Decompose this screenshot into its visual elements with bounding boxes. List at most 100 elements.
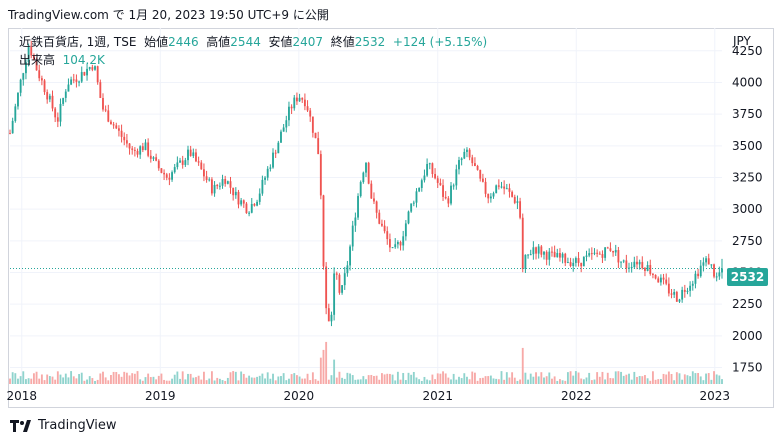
- candle-body: [187, 149, 189, 161]
- volume-bar: [718, 375, 721, 384]
- y-tick-label: 4000: [732, 75, 763, 89]
- volume-bar: [665, 374, 668, 384]
- volume-bar: [27, 378, 30, 384]
- candle-body: [532, 247, 535, 255]
- candle-body: [590, 253, 593, 255]
- x-tick-label: 2023: [700, 389, 731, 403]
- volume-bar: [139, 379, 142, 384]
- candle-body: [327, 308, 330, 322]
- volume-bar: [48, 376, 51, 384]
- candle-body: [678, 299, 681, 302]
- volume-bar: [99, 373, 102, 384]
- volume-bar: [56, 371, 59, 384]
- candle-body: [179, 160, 181, 163]
- volume-bar: [184, 379, 187, 384]
- candle-body: [56, 117, 59, 122]
- candle-body: [625, 260, 628, 269]
- candle-body: [508, 188, 511, 192]
- candle-body: [404, 223, 407, 237]
- candle-body: [399, 242, 402, 246]
- volume-bar: [556, 380, 559, 384]
- candle-body: [556, 253, 559, 258]
- volume-bar: [383, 374, 386, 384]
- volume-bar: [306, 373, 309, 384]
- candle-body: [70, 79, 73, 85]
- volume-bar: [447, 377, 450, 384]
- candle-body: [713, 264, 715, 277]
- volume-bar: [381, 373, 383, 384]
- volume-bar: [256, 376, 259, 384]
- candle-body: [346, 265, 349, 274]
- volume-bar: [582, 379, 585, 384]
- x-tick-label: 2019: [145, 389, 176, 403]
- candle-body: [582, 256, 585, 267]
- candle-body: [354, 217, 357, 226]
- candle-body: [205, 176, 208, 180]
- candle-body: [638, 261, 641, 265]
- volume-bar: [596, 372, 599, 384]
- volume-bar: [535, 372, 537, 384]
- volume-bar: [489, 375, 492, 384]
- volume-bar: [458, 376, 460, 384]
- candle-body: [436, 178, 439, 183]
- volume-bar: [362, 376, 365, 384]
- currency-label: JPY: [733, 34, 751, 48]
- candle-body: [519, 201, 522, 218]
- volume-bar: [492, 378, 495, 384]
- volume-bar: [707, 373, 710, 384]
- candle-body: [32, 55, 35, 60]
- candle-body: [128, 143, 131, 149]
- volume-bar: [630, 379, 633, 384]
- volume-bar: [120, 376, 123, 384]
- volume-bar: [675, 372, 678, 384]
- candle-body: [394, 244, 397, 248]
- candle-body: [210, 179, 213, 194]
- volume-bar: [710, 379, 713, 384]
- candle-body: [86, 68, 88, 76]
- candle-body: [112, 124, 115, 126]
- volume-bar: [234, 371, 237, 384]
- volume-bar: [144, 377, 147, 384]
- candle-body: [25, 62, 27, 74]
- volume-bar: [670, 374, 673, 384]
- volume-bar: [213, 380, 216, 384]
- candle-body: [466, 149, 468, 152]
- volume-bar: [601, 371, 604, 384]
- candle-body: [168, 177, 171, 180]
- candle-body: [505, 188, 508, 190]
- volume-bar: [481, 377, 484, 384]
- volume-bar: [173, 374, 176, 384]
- volume-bar: [25, 379, 27, 384]
- volume-bar: [577, 372, 580, 384]
- volume-bar: [471, 371, 474, 384]
- volume-bar: [532, 376, 535, 384]
- candle-body: [237, 191, 240, 205]
- candle-body: [192, 152, 195, 156]
- volume-bar: [277, 376, 280, 384]
- volume-bar: [689, 376, 692, 384]
- volume-bar: [290, 374, 293, 384]
- candle-body: [577, 258, 580, 263]
- volume-bar: [479, 378, 482, 384]
- candle-body: [277, 142, 280, 154]
- candle-body: [240, 200, 243, 205]
- volume-bar: [91, 378, 94, 384]
- candle-body: [35, 59, 38, 71]
- volume-bar: [160, 373, 163, 384]
- volume-bar: [444, 373, 447, 384]
- candle-body: [574, 258, 577, 263]
- volume-bar: [248, 375, 251, 384]
- volume-bar: [702, 380, 705, 384]
- volume-bar: [104, 377, 107, 384]
- candle-body: [242, 200, 245, 204]
- candle-body: [444, 196, 447, 199]
- volume-bar: [354, 379, 357, 384]
- candle-body: [14, 106, 17, 121]
- volume-bar: [564, 380, 567, 384]
- candle-body: [176, 162, 179, 168]
- y-tick-label: 3000: [732, 202, 763, 216]
- candle-body: [598, 253, 601, 255]
- volume-bar: [67, 377, 70, 384]
- candle-body: [325, 266, 328, 309]
